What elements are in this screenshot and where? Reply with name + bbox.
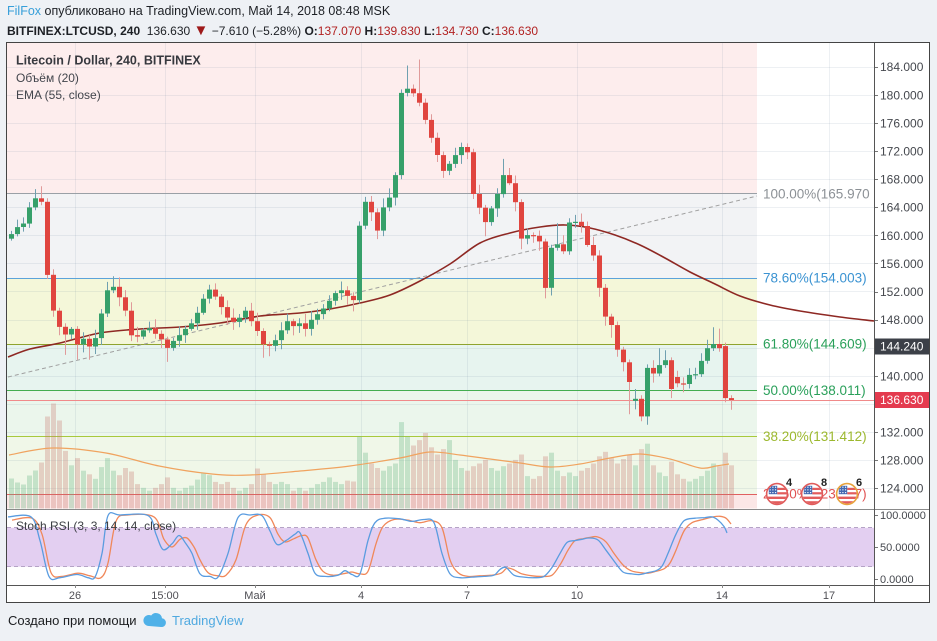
svg-text:17: 17 (823, 590, 835, 602)
svg-text:152.000: 152.000 (880, 285, 924, 299)
svg-text:8: 8 (821, 477, 827, 489)
svg-text:6: 6 (856, 477, 862, 489)
svg-text:148.000: 148.000 (880, 313, 924, 327)
svg-text:14: 14 (716, 590, 728, 602)
svg-text:50.00%(138.011): 50.00%(138.011) (763, 383, 866, 398)
svg-text:10: 10 (571, 590, 583, 602)
svg-text:124.000: 124.000 (880, 482, 924, 496)
svg-text:144.240: 144.240 (880, 340, 924, 354)
svg-text:78.60%(154.003): 78.60%(154.003) (763, 271, 867, 286)
svg-text:132.000: 132.000 (880, 426, 924, 440)
svg-text:4: 4 (786, 477, 793, 489)
svg-text:Litecoin / Dollar, 240, BITFIN: Litecoin / Dollar, 240, BITFINEX (16, 54, 201, 68)
svg-text:EMA (55, close): EMA (55, close) (16, 88, 101, 102)
svg-text:128.000: 128.000 (880, 454, 924, 468)
svg-text:140.000: 140.000 (880, 369, 924, 383)
svg-text:61.80%(144.609): 61.80%(144.609) (763, 337, 867, 352)
svg-text:164.000: 164.000 (880, 201, 924, 215)
svg-text:4: 4 (358, 590, 364, 602)
svg-text:Май: Май (244, 590, 266, 602)
svg-text:26: 26 (69, 590, 81, 602)
svg-text:100.0000: 100.0000 (880, 510, 926, 522)
svg-text:Объём (20): Объём (20) (16, 71, 79, 85)
svg-text:184.000: 184.000 (880, 60, 924, 74)
svg-text:Stoch RSI (3, 3, 14, 14, close: Stoch RSI (3, 3, 14, 14, close) (16, 519, 176, 533)
svg-text:160.000: 160.000 (880, 229, 924, 243)
svg-text:156.000: 156.000 (880, 257, 924, 271)
svg-text:7: 7 (464, 590, 470, 602)
svg-text:0.0000: 0.0000 (880, 574, 914, 586)
svg-text:168.000: 168.000 (880, 173, 924, 187)
svg-text:100.00%(165.970: 100.00%(165.970 (763, 186, 870, 201)
svg-text:172.000: 172.000 (880, 145, 924, 159)
svg-text:180.000: 180.000 (880, 88, 924, 102)
svg-text:38.20%(131.412): 38.20%(131.412) (763, 429, 867, 444)
svg-text:176.000: 176.000 (880, 116, 924, 130)
svg-text:136.630: 136.630 (880, 393, 924, 407)
svg-text:50.0000: 50.0000 (880, 542, 920, 554)
svg-text:15:00: 15:00 (151, 590, 179, 602)
